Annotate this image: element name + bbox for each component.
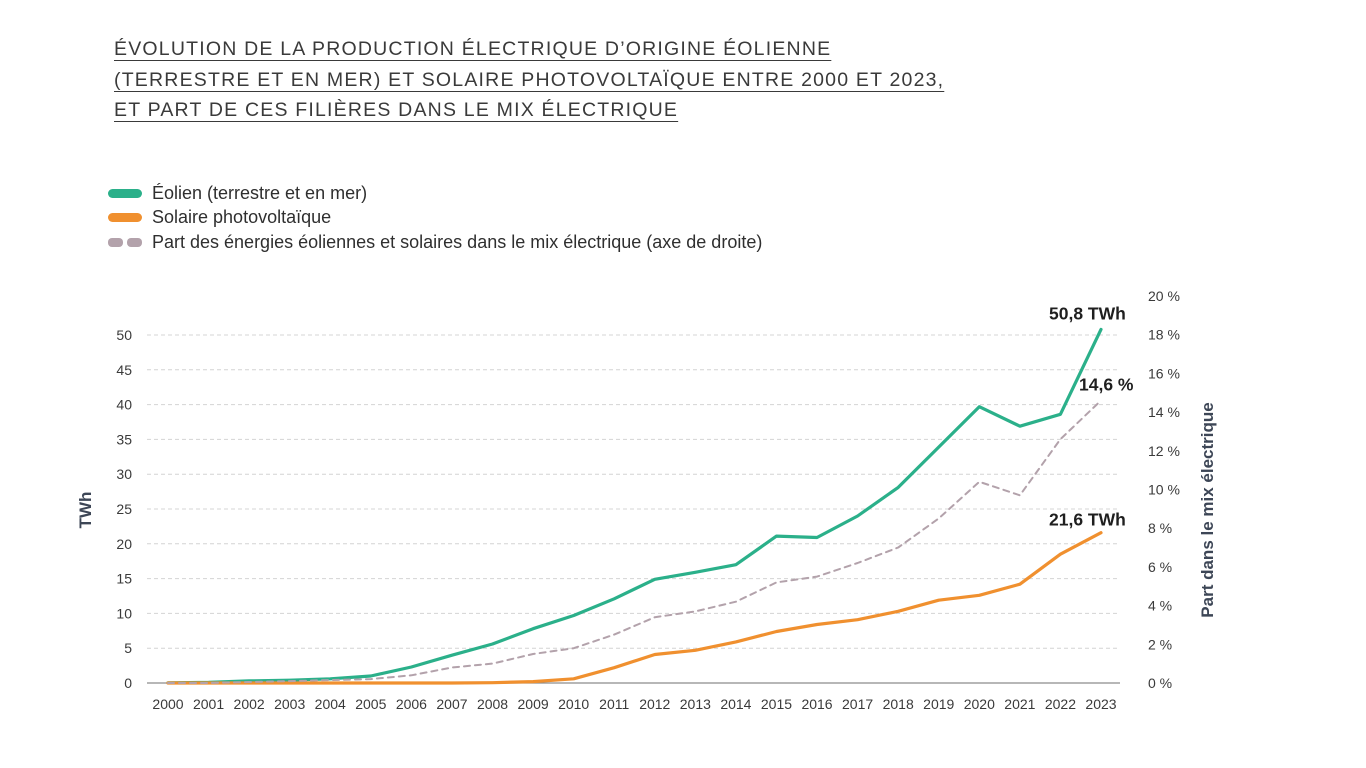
legend-swatch-share [108,237,142,247]
x-tick-label: 2001 [193,696,224,712]
x-tick-label: 2006 [396,696,427,712]
x-tick-label: 2004 [315,696,346,712]
x-tick-label: 2002 [234,696,265,712]
x-tick-label: 2018 [883,696,914,712]
x-tick-label: 2010 [558,696,589,712]
y-left-tick-label: 0 [124,675,132,691]
y-left-tick-label: 45 [116,362,132,378]
y-right-tick-label: 8 % [1148,520,1172,536]
x-tick-label: 2015 [761,696,792,712]
legend-label-wind: Éolien (terrestre et en mer) [152,182,368,203]
chart-title-line: ÉVOLUTION DE LA PRODUCTION ÉLECTRIQUE D’… [114,38,832,60]
x-tick-label: 2005 [355,696,386,712]
legend-swatch-solar [108,213,142,223]
x-tick-label: 2012 [639,696,670,712]
x-tick-label: 2008 [477,696,508,712]
x-tick-label: 2007 [436,696,467,712]
y-right-tick-label: 14 % [1148,404,1180,420]
legend-label-share: Part des énergies éoliennes et solaires … [152,231,763,252]
y-left-tick-label: 50 [116,327,132,343]
x-tick-label: 2023 [1085,696,1116,712]
y-right-axis-title: Part dans le mix électrique [1198,402,1217,617]
y-right-tick-label: 2 % [1148,636,1172,652]
y-left-tick-label: 10 [116,605,132,621]
x-tick-label: 2009 [518,696,549,712]
y-left-tick-label: 40 [116,397,132,413]
y-left-tick-label: 5 [124,640,132,656]
x-tick-label: 2020 [964,696,995,712]
data-label: 14,6 % [1079,374,1134,394]
y-right-tick-label: 10 % [1148,482,1180,498]
y-left-tick-label: 15 [116,571,132,587]
x-tick-label: 2019 [923,696,954,712]
series-line-share [167,399,1102,684]
x-tick-label: 2014 [720,696,751,712]
data-label: 50,8 TWh [1049,303,1126,323]
x-tick-label: 2022 [1045,696,1076,712]
y-left-tick-label: 35 [116,431,132,447]
y-right-tick-label: 16 % [1148,365,1180,381]
x-tick-label: 2016 [801,696,832,712]
y-left-tick-label: 20 [116,536,132,552]
legend-item-solar: Solaire photovoltaïque [108,206,762,231]
y-right-tick-label: 4 % [1148,598,1172,614]
x-tick-label: 2011 [599,696,629,712]
chart-title: ÉVOLUTION DE LA PRODUCTION ÉLECTRIQUE D’… [114,34,944,126]
legend-item-wind: Éolien (terrestre et en mer) [108,181,762,206]
x-tick-label: 2003 [274,696,305,712]
legend-swatch-wind [108,188,142,198]
x-tick-label: 2000 [152,696,183,712]
series-line-solar [166,531,1103,685]
series-line-wind [166,327,1103,685]
legend: Éolien (terrestre et en mer) Solaire pho… [108,181,762,255]
y-right-tick-label: 18 % [1148,327,1180,343]
y-right-tick-label: 12 % [1148,443,1180,459]
legend-label-solar: Solaire photovoltaïque [152,207,332,228]
y-right-tick-label: 0 % [1148,675,1172,691]
y-left-tick-label: 30 [116,466,132,482]
y-left-tick-label: 25 [116,501,132,517]
y-right-tick-label: 6 % [1148,559,1172,575]
data-label: 21,6 TWh [1049,510,1126,530]
x-tick-label: 2021 [1004,696,1035,712]
y-right-tick-label: 20 % [1148,288,1180,304]
chart-title-line: ET PART DE CES FILIÈRES DANS LE MIX ÉLEC… [114,99,679,121]
x-tick-label: 2017 [842,696,873,712]
x-tick-label: 2013 [680,696,711,712]
y-left-axis-title: TWh [76,492,95,529]
legend-item-share: Part des énergies éoliennes et solaires … [108,230,762,255]
chart-title-line: (TERRESTRE ET EN MER) ET SOLAIRE PHOTOVO… [114,68,945,91]
